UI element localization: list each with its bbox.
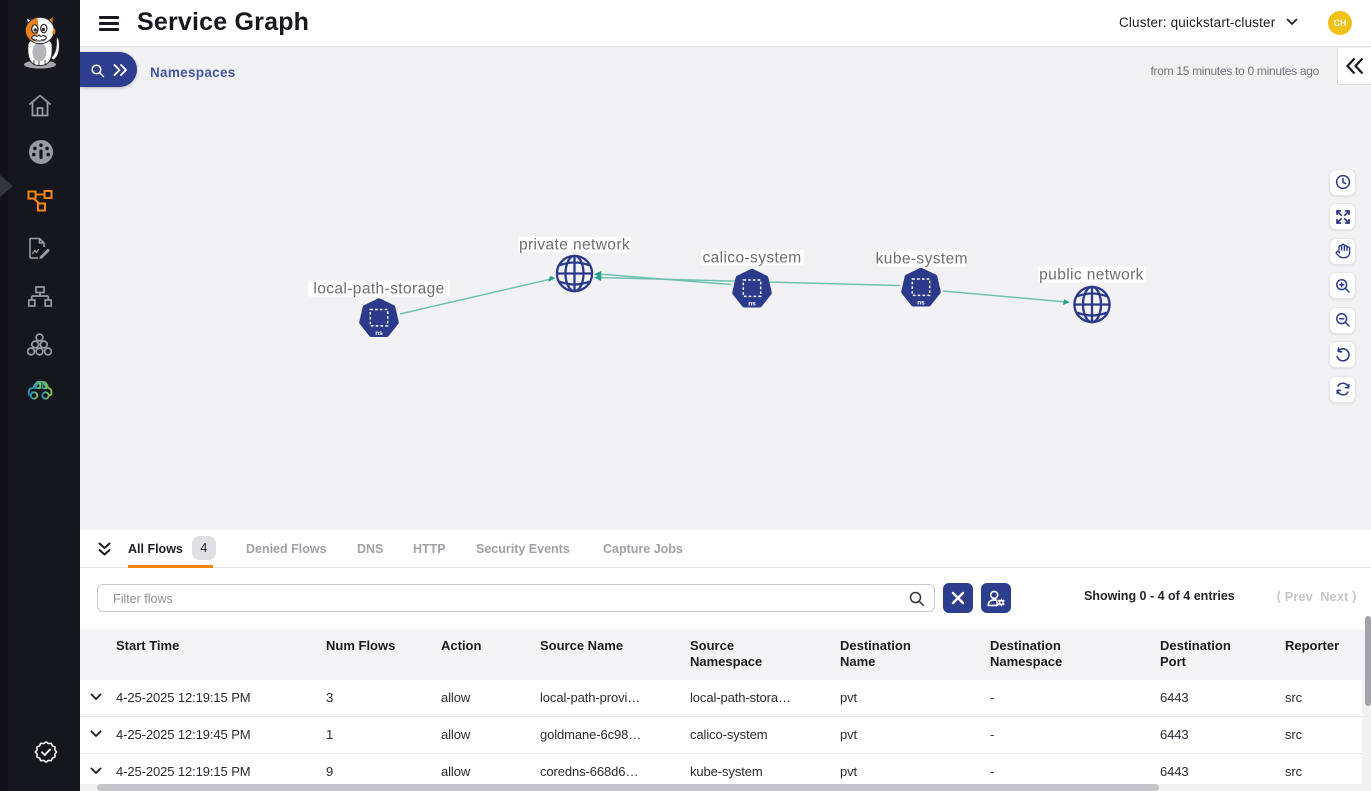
svg-text:calico-system: calico-system [702, 250, 801, 267]
svg-text:private network: private network [519, 237, 630, 254]
svg-text:local-path-storage: local-path-storage [313, 281, 444, 298]
svg-text:public network: public network [1039, 267, 1144, 284]
svg-text:kube-system: kube-system [876, 251, 968, 268]
